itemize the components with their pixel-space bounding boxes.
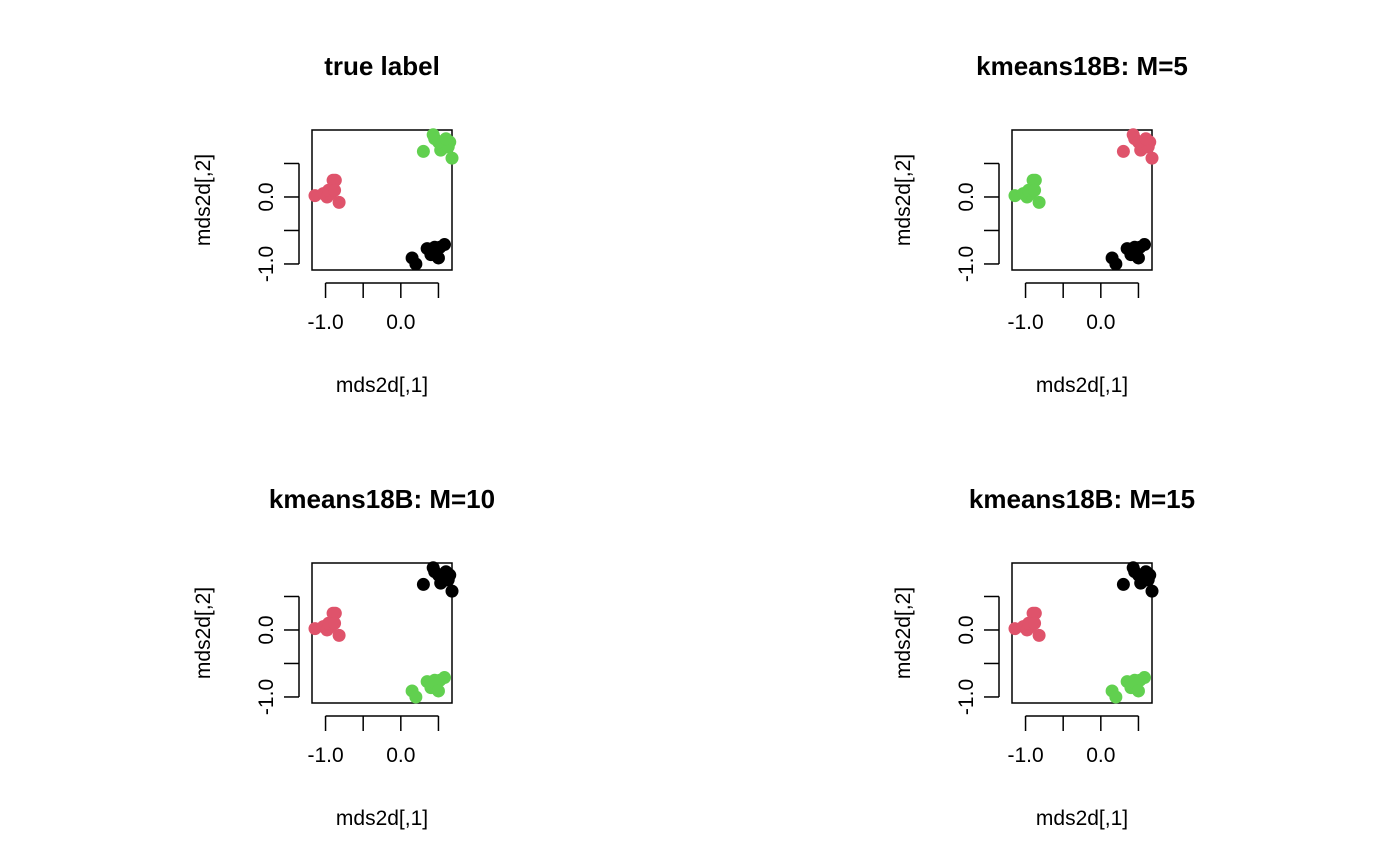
panel-3: kmeans18B: M=10 -1.0 0.0 -1.0 0.0 mds2d[,1] md…: [192, 484, 495, 830]
x-tick-label: 0.0: [386, 311, 415, 334]
data-point: [1028, 606, 1042, 620]
data-point: [1139, 132, 1153, 146]
y-tick-label: 0.0: [255, 182, 278, 211]
data-point: [1139, 565, 1153, 579]
data-point: [1116, 144, 1130, 158]
y-axis-label: mds2d[,2]: [892, 154, 915, 246]
data-point: [1145, 584, 1159, 598]
data-point: [409, 690, 423, 704]
y-axis-label: mds2d[,2]: [192, 587, 215, 679]
data-point: [1109, 257, 1123, 271]
panel-title: true label: [324, 51, 440, 81]
series-cluster-a: [416, 561, 459, 598]
panel-2: kmeans18B: M=5 -1.0 0.0 -1.0 0.0 mds2d[,1] mds…: [892, 51, 1188, 397]
x-tick-label: 0.0: [1086, 311, 1115, 334]
data-point: [445, 151, 459, 165]
data-point: [439, 565, 453, 579]
data-point: [1131, 251, 1145, 265]
series-cluster-c: [1105, 671, 1151, 704]
panel-1: true label -1.0 0.0 -1.0 0.0 mds2d[,1] mds2d[,…: [192, 51, 459, 397]
data-point: [416, 577, 430, 591]
data-point: [328, 173, 342, 187]
data-point: [1131, 684, 1145, 698]
y-axis-label: mds2d[,2]: [192, 154, 215, 246]
data-point: [1028, 616, 1042, 630]
x-axis-label: mds2d[,1]: [336, 807, 428, 830]
series-cluster-b: [1008, 606, 1046, 642]
y-tick-label: 0.0: [955, 182, 978, 211]
data-point: [439, 132, 453, 146]
data-point: [1032, 628, 1046, 642]
x-tick-label: 0.0: [1086, 744, 1115, 767]
x-axis-label: mds2d[,1]: [1036, 374, 1128, 397]
y-tick-label: 0.0: [255, 615, 278, 644]
data-point: [1116, 577, 1130, 591]
data-point: [332, 628, 346, 642]
data-point: [1032, 195, 1046, 209]
data-point: [1109, 690, 1123, 704]
series-cluster-c: [1105, 238, 1151, 271]
data-point: [328, 183, 342, 197]
data-point: [409, 257, 423, 271]
series-cluster-b: [1008, 173, 1046, 209]
data-point: [328, 616, 342, 630]
series-cluster-a: [1116, 128, 1159, 165]
series-cluster-c: [405, 238, 451, 271]
y-tick-label: -1.0: [955, 246, 978, 282]
x-tick-label: -1.0: [307, 744, 343, 767]
x-tick-label: -1.0: [307, 311, 343, 334]
data-point: [431, 251, 445, 265]
x-tick-label: -1.0: [1007, 744, 1043, 767]
series-cluster-a: [416, 128, 459, 165]
data-point: [445, 584, 459, 598]
x-axis-label: mds2d[,1]: [1036, 807, 1128, 830]
data-point: [431, 684, 445, 698]
y-tick-label: 0.0: [955, 615, 978, 644]
data-point: [332, 195, 346, 209]
series-cluster-c: [405, 671, 451, 704]
data-point: [1028, 183, 1042, 197]
panel-title: kmeans18B: M=10: [269, 484, 495, 514]
y-tick-label: -1.0: [255, 679, 278, 715]
panel-title: kmeans18B: M=15: [969, 484, 1195, 514]
x-tick-label: 0.0: [386, 744, 415, 767]
panel-4: kmeans18B: M=15 -1.0 0.0 -1.0 0.0 mds2d[,1] md…: [892, 484, 1195, 830]
data-point: [328, 606, 342, 620]
data-point: [1028, 173, 1042, 187]
y-tick-label: -1.0: [255, 246, 278, 282]
y-tick-label: -1.0: [955, 679, 978, 715]
data-point: [416, 144, 430, 158]
data-point: [1145, 151, 1159, 165]
series-cluster-b: [308, 606, 346, 642]
y-axis-label: mds2d[,2]: [892, 587, 915, 679]
series-cluster-b: [308, 173, 346, 209]
x-tick-label: -1.0: [1007, 311, 1043, 334]
series-cluster-a: [1116, 561, 1159, 598]
panel-title: kmeans18B: M=5: [976, 51, 1188, 81]
x-axis-label: mds2d[,1]: [336, 374, 428, 397]
